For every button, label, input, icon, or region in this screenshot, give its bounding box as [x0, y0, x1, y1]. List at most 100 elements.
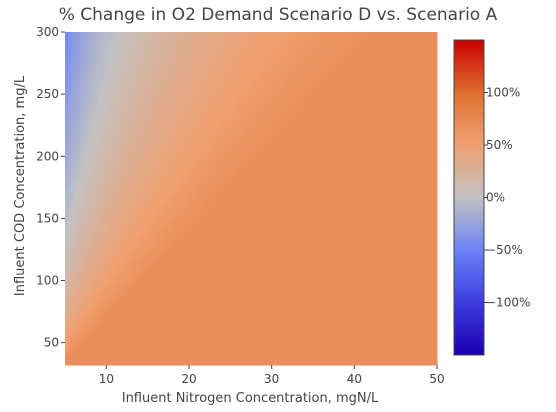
heatmap-cell — [104, 272, 108, 276]
heatmap-cell — [170, 146, 174, 150]
heatmap-cell — [104, 344, 108, 348]
heatmap-cell — [80, 59, 84, 63]
heatmap-cell — [86, 221, 90, 225]
heatmap-cell — [149, 131, 153, 135]
heatmap-cell — [110, 104, 114, 108]
heatmap-cell — [74, 113, 78, 117]
heatmap-cell — [80, 335, 84, 339]
heatmap-cell — [83, 284, 87, 288]
heatmap-cell — [149, 221, 153, 225]
heatmap-cell — [194, 65, 198, 69]
heatmap-cell — [89, 281, 93, 285]
heatmap-cell — [182, 263, 186, 267]
heatmap-cell — [131, 128, 135, 132]
heatmap-cell — [89, 299, 93, 303]
heatmap-cell — [71, 206, 75, 210]
heatmap-cell — [170, 320, 174, 324]
heatmap-cell — [134, 38, 138, 42]
heatmap-cell — [77, 245, 81, 249]
heatmap-cell — [74, 101, 78, 105]
heatmap-cell — [158, 185, 162, 189]
heatmap-cell — [71, 281, 75, 285]
heatmap-cell — [131, 59, 135, 63]
heatmap-cell — [80, 62, 84, 66]
heatmap-cell — [194, 110, 198, 114]
heatmap-cell — [119, 200, 123, 204]
heatmap-cell — [128, 296, 132, 300]
heatmap-cell — [125, 146, 129, 150]
heatmap-cell — [149, 101, 153, 105]
heatmap-cell — [173, 212, 177, 216]
heatmap-cell — [131, 281, 135, 285]
heatmap-cell — [152, 320, 156, 324]
heatmap-cell — [86, 179, 90, 183]
heatmap-cell — [122, 152, 126, 156]
heatmap-cell — [155, 35, 159, 39]
heatmap-cell — [155, 149, 159, 153]
heatmap-cell — [176, 191, 180, 195]
heatmap-cell — [167, 179, 171, 183]
heatmap-cell — [71, 104, 75, 108]
heatmap-cell — [161, 272, 165, 276]
heatmap-cell — [107, 227, 111, 231]
heatmap-cell — [155, 137, 159, 141]
heatmap-cell — [101, 107, 105, 111]
heatmap-cell — [104, 242, 108, 246]
heatmap-cell — [101, 92, 105, 96]
heatmap-cell — [89, 218, 93, 222]
heatmap-cell — [83, 158, 87, 162]
heatmap-cell — [92, 164, 96, 168]
heatmap-cell — [158, 194, 162, 198]
heatmap-cell — [179, 266, 183, 270]
heatmap-cell — [128, 179, 132, 183]
heatmap-cell — [158, 191, 162, 195]
heatmap-cell — [185, 74, 189, 78]
heatmap-cell — [143, 323, 147, 327]
heatmap-cell — [188, 194, 192, 198]
heatmap-cell — [188, 92, 192, 96]
heatmap-cell — [116, 236, 120, 240]
heatmap-cell — [185, 275, 189, 279]
heatmap-cell — [95, 128, 99, 132]
heatmap-cell — [173, 35, 177, 39]
heatmap-cell — [113, 272, 117, 276]
heatmap-cell — [179, 197, 183, 201]
heatmap-cell — [80, 35, 84, 39]
heatmap-cell — [173, 146, 177, 150]
heatmap-cell — [98, 125, 102, 129]
heatmap-cell — [158, 308, 162, 312]
heatmap-cell — [65, 80, 69, 84]
heatmap-cell — [104, 110, 108, 114]
heatmap-cell — [68, 47, 72, 51]
heatmap-cell — [146, 293, 150, 297]
heatmap-cell — [113, 296, 117, 300]
heatmap-cell — [194, 107, 198, 111]
heatmap-cell — [185, 119, 189, 123]
heatmap-cell — [101, 347, 105, 351]
heatmap-cell — [71, 338, 75, 342]
heatmap-cell — [164, 182, 168, 186]
heatmap-cell — [176, 203, 180, 207]
heatmap-cell — [83, 122, 87, 126]
heatmap-cell — [95, 74, 99, 78]
heatmap-cell — [191, 359, 195, 363]
heatmap-cell — [98, 68, 102, 72]
heatmap-cell — [125, 311, 129, 315]
heatmap-cell — [182, 95, 186, 99]
heatmap-cell — [134, 155, 138, 159]
heatmap-cell — [110, 203, 114, 207]
heatmap-cell — [185, 212, 189, 216]
heatmap-cell — [164, 140, 168, 144]
heatmap-cell — [98, 362, 102, 366]
heatmap-cell — [74, 338, 78, 342]
heatmap-cell — [170, 248, 174, 252]
heatmap-cell — [158, 44, 162, 48]
heatmap-cell — [101, 257, 105, 261]
heatmap-cell — [107, 179, 111, 183]
heatmap-cell — [74, 242, 78, 246]
heatmap-cell — [107, 335, 111, 339]
heatmap-cell — [71, 101, 75, 105]
heatmap-cell — [176, 68, 180, 72]
heatmap-cell — [122, 302, 126, 306]
heatmap-cell — [170, 314, 174, 318]
